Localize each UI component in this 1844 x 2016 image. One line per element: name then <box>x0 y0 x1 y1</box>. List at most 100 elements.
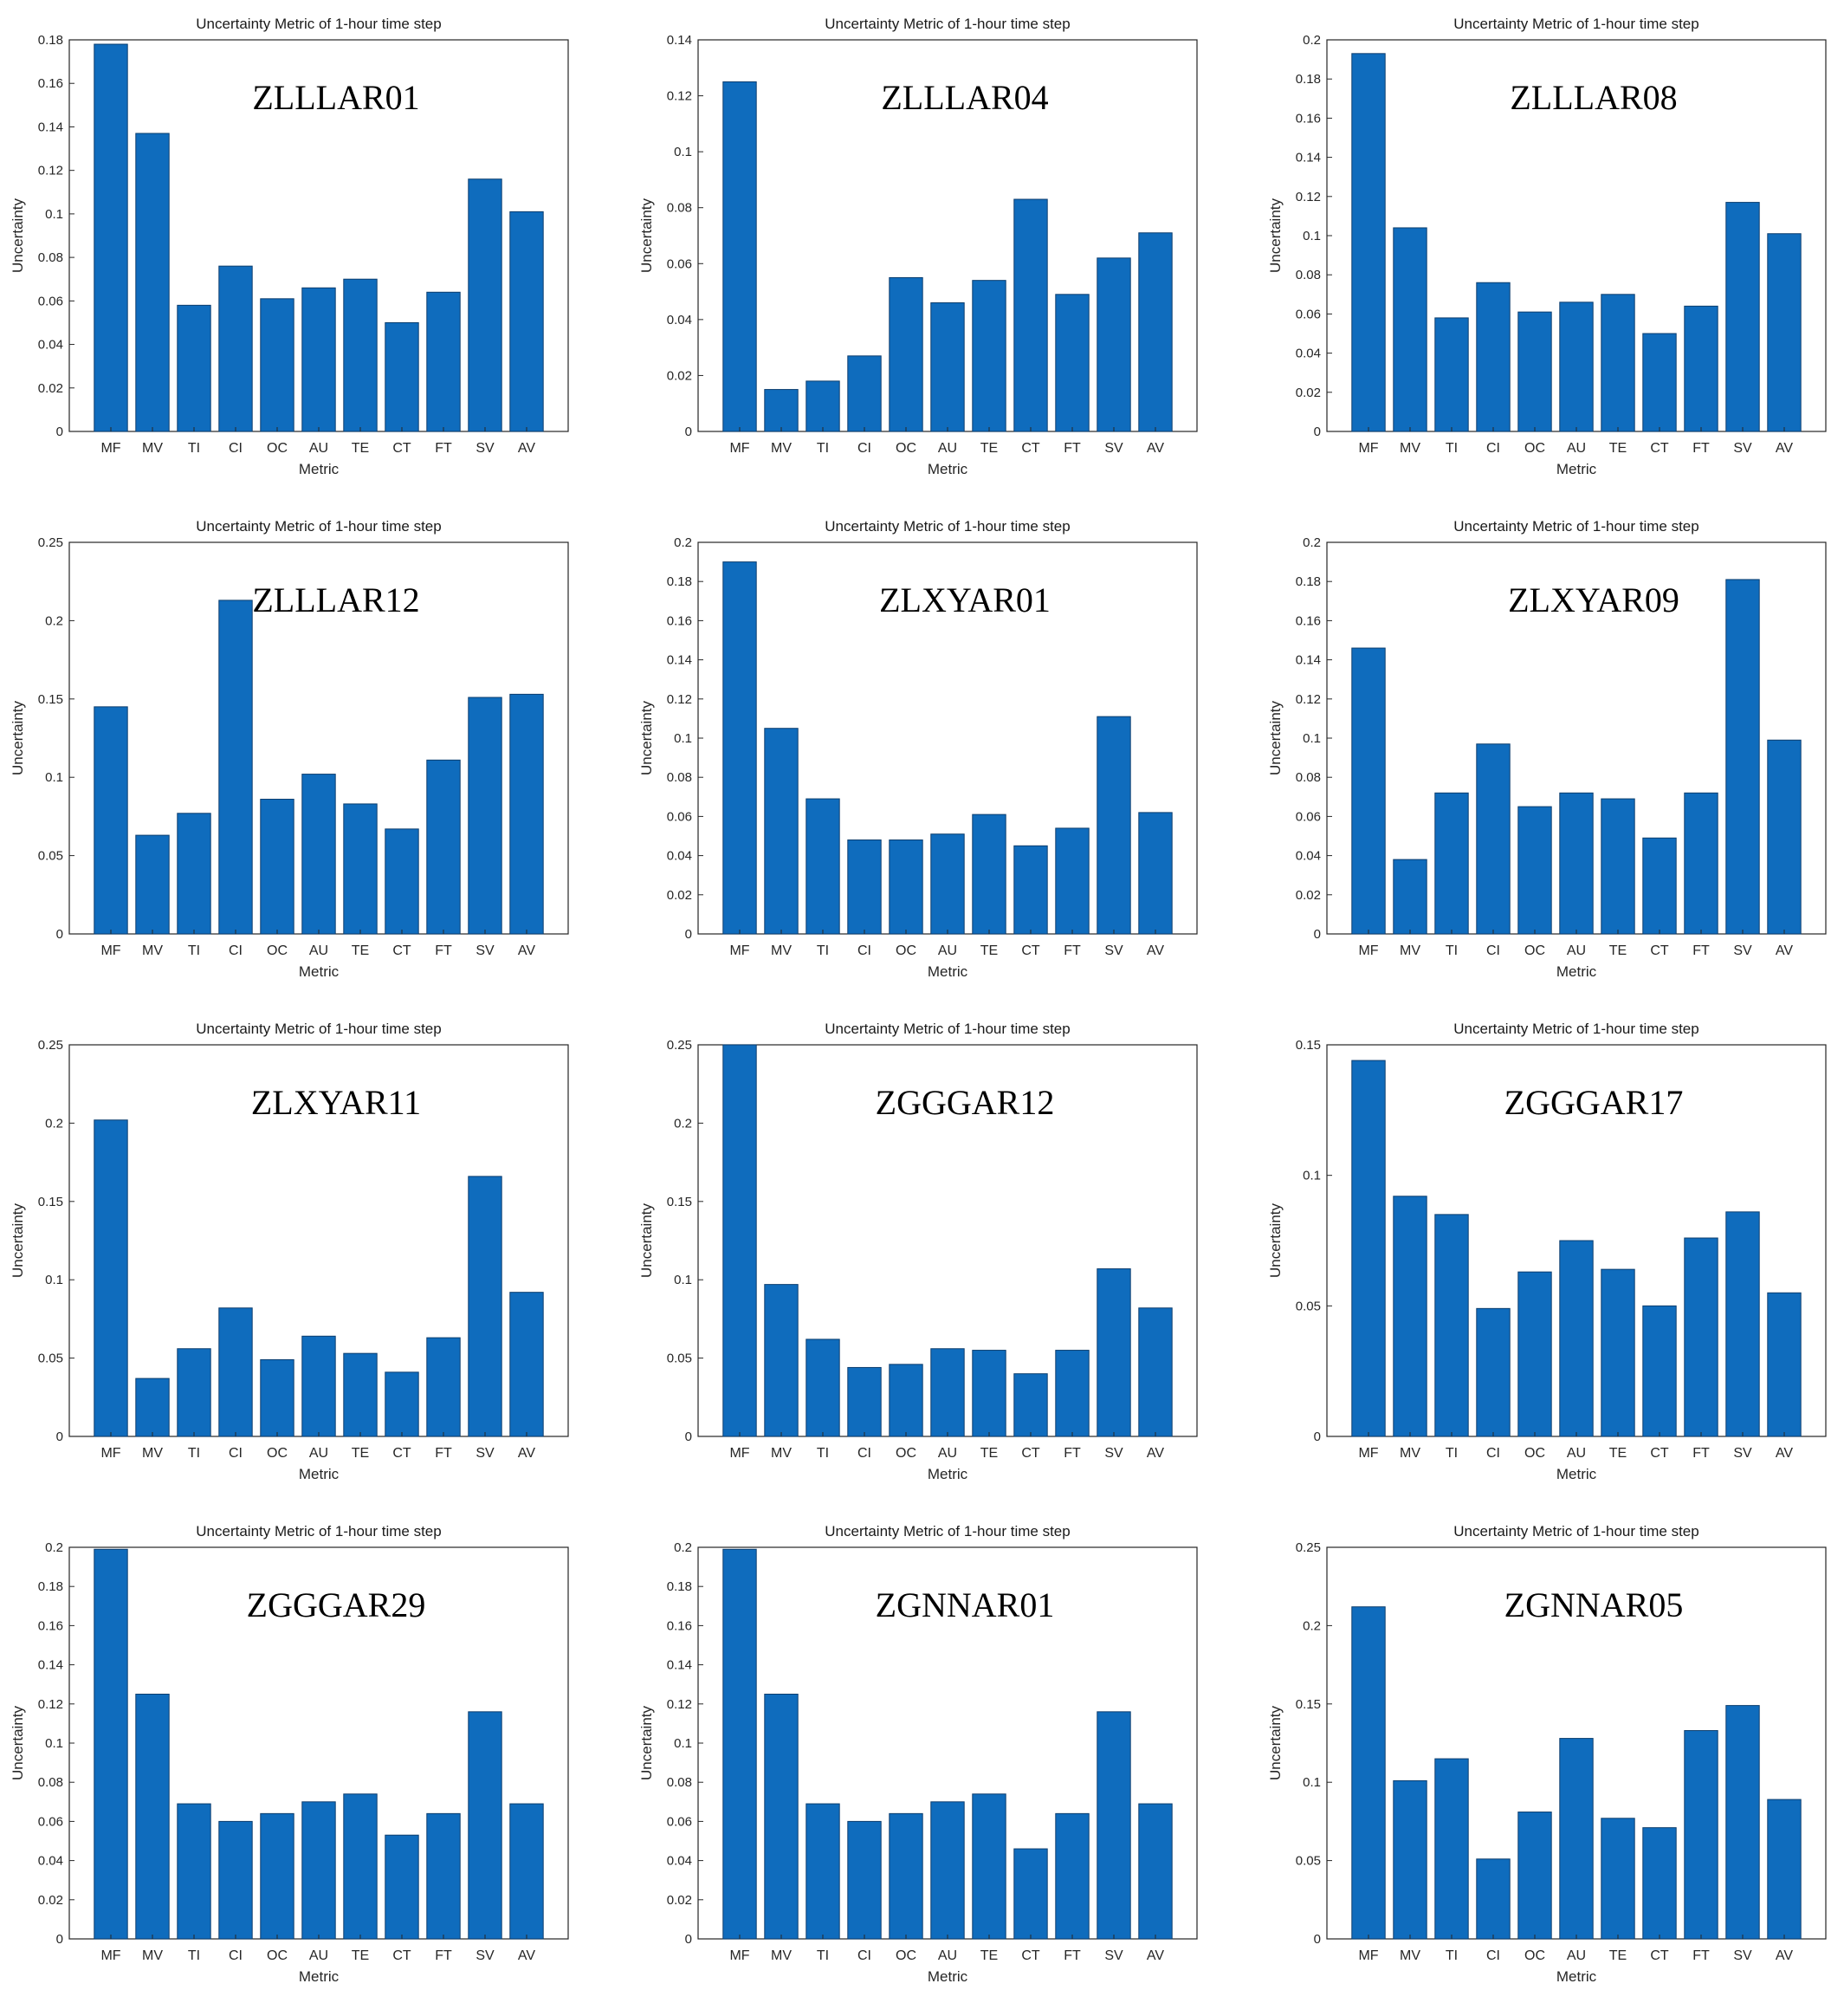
x-tick-label: TI <box>1446 1446 1458 1461</box>
y-tick-label: 0.12 <box>38 1697 63 1712</box>
y-tick-label: 0.04 <box>1296 849 1321 864</box>
y-tick-label: 0.04 <box>38 1854 63 1869</box>
station-label: ZLLLAR04 <box>881 78 1048 117</box>
y-tick-label: 0.18 <box>38 1579 63 1594</box>
y-tick-label: 0.1 <box>674 731 692 746</box>
bar-au <box>301 287 336 432</box>
x-tick-label: FT <box>435 441 452 456</box>
x-tick-label: AV <box>1776 1948 1793 1963</box>
y-tick-label: 0.16 <box>1296 613 1321 628</box>
bar-sv <box>468 178 502 432</box>
y-tick-label: 0.2 <box>45 1540 63 1555</box>
bar-ct <box>1013 198 1048 432</box>
y-tick-label: 0.06 <box>1296 307 1321 321</box>
bar-ft <box>1684 1237 1718 1437</box>
y-tick-label: 0.02 <box>667 1893 692 1908</box>
station-label: ZLLLAR08 <box>1510 78 1677 117</box>
bar-chart: Uncertainty Metric of 1-hour time step MF… <box>1267 518 1827 980</box>
x-tick-label: FT <box>1692 1948 1710 1963</box>
station-label: ZGGGAR12 <box>876 1083 1055 1122</box>
x-tick-label: OC <box>267 1446 288 1461</box>
bar-ti <box>177 1348 211 1437</box>
x-tick-label: MF <box>1358 943 1378 958</box>
x-tick-label: FT <box>1692 441 1710 456</box>
bar-te <box>343 803 378 935</box>
x-tick-label: MF <box>729 1948 749 1963</box>
x-tick-label: MF <box>729 943 749 958</box>
x-tick-label: AV <box>518 1948 535 1963</box>
x-axis-label: Metric <box>928 461 968 477</box>
x-tick-label: OC <box>267 1948 288 1963</box>
bar-sv <box>1097 1711 1131 1940</box>
bar-au <box>930 833 965 935</box>
y-tick-label: 0.16 <box>38 76 63 91</box>
y-tick-label: 0.2 <box>1303 1618 1321 1633</box>
bar-au <box>1559 1738 1594 1940</box>
station-label: ZLLLAR12 <box>252 580 419 619</box>
x-tick-label: FT <box>1064 943 1081 958</box>
bar-oc <box>260 298 294 432</box>
x-axis-label: Metric <box>299 1466 340 1482</box>
bar-av <box>1767 1799 1802 1940</box>
y-tick-label: 0.06 <box>667 1814 692 1829</box>
y-tick-label: 0.06 <box>667 809 692 824</box>
y-tick-label: 0.1 <box>674 1736 692 1751</box>
y-axis-label: Uncertainty <box>1267 701 1284 775</box>
y-tick-label: 0.05 <box>667 1352 692 1366</box>
bar-ct <box>1642 333 1677 432</box>
x-tick-label: OC <box>896 1948 916 1963</box>
bar-sv <box>1725 1705 1760 1940</box>
chart-panel-5: Uncertainty Metric of 1-hour time step MF… <box>629 502 1214 1007</box>
x-tick-label: TE <box>1609 943 1627 958</box>
x-tick-label: MV <box>771 943 792 958</box>
y-tick-label: 0.16 <box>38 1618 63 1633</box>
station-label: ZGGGAR29 <box>247 1585 426 1624</box>
x-tick-label: CI <box>857 943 871 958</box>
chart-title: Uncertainty Metric of 1-hour time step <box>1453 1021 1698 1037</box>
bar-av <box>1138 1307 1173 1437</box>
x-tick-label: SV <box>1104 441 1123 456</box>
chart-panel-8: Uncertainty Metric of 1-hour time step MF… <box>629 1005 1214 1509</box>
bar-ft <box>426 1337 461 1437</box>
x-tick-label: AU <box>1567 441 1586 456</box>
x-tick-label: SV <box>476 441 495 456</box>
bar-av <box>509 1803 544 1940</box>
y-tick-label: 0.2 <box>674 1540 692 1555</box>
chart-panel-2: Uncertainty Metric of 1-hour time step MF… <box>629 0 1214 504</box>
y-tick-label: 0.1 <box>1303 1775 1321 1790</box>
y-tick-label: 0 <box>685 1429 692 1444</box>
bar-ft <box>1055 294 1090 432</box>
bar-ti <box>806 1803 840 1940</box>
y-tick-label: 0.1 <box>1303 229 1321 243</box>
bar-mf <box>94 1548 128 1940</box>
bar-av <box>1138 812 1173 935</box>
y-tick-label: 0.25 <box>667 1038 692 1053</box>
bar-ft <box>1684 305 1718 432</box>
y-tick-label: 0.18 <box>667 1579 692 1594</box>
y-tick-label: 0.16 <box>667 1618 692 1633</box>
x-axis-label: Metric <box>1556 1968 1597 1985</box>
y-axis-label: Uncertainty <box>10 198 26 273</box>
bar-au <box>1559 1240 1594 1437</box>
x-tick-label: MV <box>1400 943 1420 958</box>
bar-ct <box>385 1834 419 1940</box>
x-tick-label: TI <box>188 1948 200 1963</box>
x-tick-label: OC <box>896 943 916 958</box>
x-tick-label: AU <box>938 943 957 958</box>
bar-au <box>930 1348 965 1437</box>
x-tick-label: MF <box>729 441 749 456</box>
bar-av <box>1767 233 1802 432</box>
bar-ci <box>1476 1858 1511 1940</box>
bar-mf <box>1351 647 1386 935</box>
bar-oc <box>260 799 294 935</box>
chart-panel-11: Uncertainty Metric of 1-hour time step MF… <box>629 1507 1214 2012</box>
x-tick-label: MV <box>771 1948 792 1963</box>
y-tick-label: 0 <box>685 927 692 942</box>
bar-ci <box>847 1820 882 1940</box>
x-tick-label: TI <box>817 1948 829 1963</box>
bar-ft <box>1055 1350 1090 1437</box>
chart-title: Uncertainty Metric of 1-hour time step <box>825 1523 1070 1540</box>
x-tick-label: TI <box>188 441 200 456</box>
y-tick-label: 0.15 <box>38 1195 63 1209</box>
bar-ft <box>426 291 461 432</box>
